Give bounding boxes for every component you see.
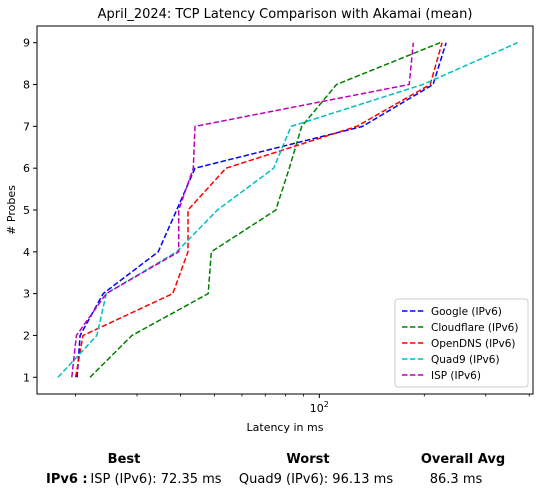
summary-row-label: IPv6 :	[46, 472, 88, 487]
y-tick-label: 2	[23, 329, 30, 342]
series-line-3	[74, 42, 443, 378]
y-tick-label: 9	[23, 37, 30, 50]
y-tick-label: 7	[23, 120, 30, 133]
summary-best-value: ISP (IPv6): 72.35 ms	[90, 472, 222, 487]
series-line-2	[89, 42, 441, 378]
series-line-1	[76, 42, 447, 378]
legend-label: OpenDNS (IPv6)	[431, 338, 516, 350]
y-tick-label: 5	[23, 204, 30, 217]
y-tick-label: 1	[23, 371, 30, 384]
series-layer	[57, 42, 518, 378]
summary-table: Best Worst Overall Avg IPv6 : ISP (IPv6)…	[0, 450, 541, 494]
legend-label: ISP (IPv6)	[431, 370, 481, 382]
legend: Google (IPv6) Cloudflare (IPv6) OpenDNS (I…	[394, 298, 529, 388]
summary-header-best: Best	[107, 452, 141, 467]
summary-worst-value: Quad9 (IPv6): 96.13 ms	[238, 472, 394, 487]
y-axis-label: # Probes	[5, 185, 18, 235]
chart-title: April_2024: TCP Latency Comparison with …	[98, 7, 473, 22]
summary-header-worst: Worst	[286, 452, 330, 467]
legend-label: Google (IPv6)	[431, 306, 502, 318]
y-tick-label: 8	[23, 79, 30, 92]
latency-chart: April_2024: TCP Latency Comparison with …	[5, 7, 534, 434]
legend-frame	[394, 298, 529, 388]
legend-label: Quad9 (IPv6)	[431, 354, 500, 366]
x-axis-label: Latency in ms	[247, 421, 324, 434]
legend-label: Cloudflare (IPv6)	[431, 322, 518, 334]
x-axis: 102	[75, 394, 530, 415]
y-axis: 1 2 3 4 5 6 7 8 9	[23, 37, 37, 384]
summary-overall-value: 86.3 ms	[429, 472, 483, 487]
series-line-4	[57, 42, 518, 378]
x-tick-label: 102	[310, 400, 329, 415]
y-tick-label: 3	[23, 288, 30, 301]
series-line-5	[71, 42, 415, 378]
summary-header-overall: Overall Avg	[420, 452, 506, 467]
y-tick-label: 6	[23, 162, 30, 175]
y-tick-label: 4	[23, 246, 30, 259]
